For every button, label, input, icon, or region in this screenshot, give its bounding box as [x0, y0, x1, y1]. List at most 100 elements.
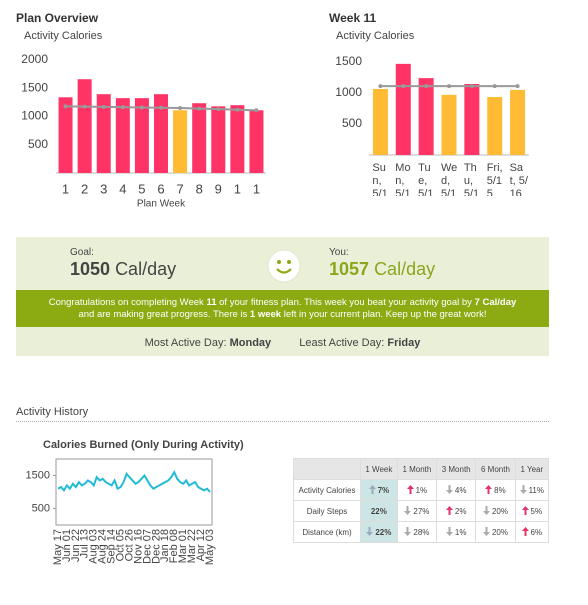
- header-cell: 3 Month: [436, 458, 477, 480]
- message-part: 7 Cal/day: [474, 296, 517, 308]
- cell-value: 6%: [530, 528, 543, 537]
- bar: [58, 97, 73, 173]
- table-cell: 20%: [475, 500, 516, 522]
- x-tick-label: Mar 01: [177, 529, 189, 563]
- table-cell: 11%: [514, 479, 550, 501]
- table-cell: 2%: [436, 500, 477, 522]
- x-tick-label: Dec 28: [150, 529, 162, 564]
- goal-point: [424, 84, 429, 89]
- bar: [134, 98, 149, 173]
- table-row: Daily Steps 22% 27% 2% 20% 5%: [293, 500, 550, 522]
- row-label: Daily Steps: [293, 500, 361, 522]
- x-tick-label: 3: [100, 181, 107, 196]
- x-tick-label: May 03: [204, 529, 216, 565]
- y-tick-label: 500: [28, 137, 48, 151]
- arrow-shape: [521, 527, 529, 536]
- trend-arrow: [482, 506, 490, 515]
- table-cell: 22%: [360, 500, 398, 522]
- arrow-shape: [519, 485, 527, 494]
- y-tick-label: 1500: [26, 469, 50, 481]
- y-tick-label: 1000: [335, 85, 362, 99]
- chart-title: Plan Overview: [16, 11, 99, 25]
- bar: [510, 89, 526, 155]
- x-tick-label: 6: [157, 181, 164, 196]
- bar: [154, 94, 168, 173]
- goal-point: [216, 107, 221, 112]
- goal-point: [447, 84, 451, 89]
- row-label: Activity Calories: [293, 479, 361, 501]
- section-title: Activity History: [16, 406, 89, 418]
- x-tick-label: Sat, 5/16: [509, 162, 528, 196]
- x-tick-label: Aug 24: [97, 529, 109, 564]
- goal-value: 1050: [70, 259, 111, 279]
- cell-value: 28%: [413, 528, 430, 537]
- header-cell: 1 Month: [396, 458, 438, 480]
- most-value: Monday: [229, 337, 272, 349]
- goal: 1050 Cal/day: [70, 259, 176, 280]
- divider: [16, 421, 549, 422]
- bar: [115, 98, 130, 173]
- bar: [418, 78, 434, 155]
- x-tick-label: Feb 08: [168, 529, 180, 563]
- cell-value: 1%: [415, 486, 428, 495]
- y-tick-label: 500: [32, 502, 50, 514]
- arrow-shape: [445, 527, 453, 536]
- x-tick-label: Dec 07: [141, 529, 153, 564]
- x-tick-label: Apr 12: [195, 529, 207, 561]
- table-cell: 27%: [396, 500, 438, 522]
- cell-value: 20%: [491, 528, 508, 537]
- cell-value: 20%: [491, 507, 508, 516]
- trend-arrow: [482, 527, 490, 536]
- bar: [173, 110, 188, 173]
- bar: [487, 97, 503, 155]
- arrow-shape: [445, 485, 453, 494]
- chart-title: Calories Burned (Only During Activity): [43, 439, 244, 451]
- trend-arrow: [485, 485, 493, 494]
- x-tick-label: Mon, 5/11: [395, 162, 411, 196]
- goal-point: [82, 104, 87, 109]
- x-tick-label: Jun 01: [61, 529, 73, 562]
- trend-arrow: [519, 485, 527, 494]
- x-tick-label: Sep 14: [106, 529, 118, 564]
- goal-point: [378, 84, 383, 89]
- message-part: 11: [206, 296, 217, 308]
- goal-point: [159, 105, 163, 110]
- goal-unit: Cal/day: [115, 259, 177, 279]
- goal-point: [101, 104, 106, 109]
- x-tick-label: 5: [138, 181, 145, 196]
- x-tick-label: 7: [176, 181, 183, 196]
- y-tick-label: 1000: [21, 109, 48, 123]
- message-banner: Congratulations on completing Week 11 of…: [16, 290, 549, 327]
- cell-value: 27%: [413, 507, 430, 516]
- x-tick-label: Sun, 5/10: [372, 162, 388, 196]
- table-cell: 6%: [514, 521, 550, 543]
- x-tick-label: Tue, 5/12: [418, 162, 434, 196]
- goal-point: [120, 105, 125, 110]
- table-cell: 4%: [436, 479, 477, 501]
- week-labels: Sun, 5/10 Mon, 5/11 Tue, 5/12 Wed, 5/13 Thu,…: [0, 0, 527, 196]
- cell-value: 7%: [377, 486, 390, 495]
- y-tick-label: 500: [342, 116, 362, 130]
- most-label: Most Active Day:: [144, 337, 227, 349]
- goal-point: [254, 108, 259, 113]
- bar: [249, 110, 264, 173]
- message-part: and are making great progress. There is: [78, 308, 250, 320]
- you: 1057 Cal/day: [329, 259, 435, 280]
- bar: [230, 105, 245, 173]
- x-tick-label: Thu, 5/14: [463, 162, 480, 196]
- goal-point: [178, 106, 183, 111]
- table-cell: 22%: [360, 521, 398, 543]
- arrow-shape: [404, 506, 412, 515]
- x-tick-label: Jul 13: [79, 529, 91, 558]
- message-part: of your fitness plan. This week you beat…: [216, 296, 475, 308]
- goal-point: [515, 84, 520, 89]
- header-cell: 1 Week: [360, 458, 398, 480]
- cell-value: 4%: [454, 486, 467, 495]
- you-label: You:: [329, 247, 349, 258]
- x-tick-label: May 17: [52, 529, 64, 565]
- x-tick-label: Wed, 5/13: [441, 162, 458, 196]
- table: 1 Week 1 Month 3 Month 6 Month 1 Year Activit…: [293, 458, 550, 543]
- chart-subtitle: Activity Calories: [336, 30, 415, 42]
